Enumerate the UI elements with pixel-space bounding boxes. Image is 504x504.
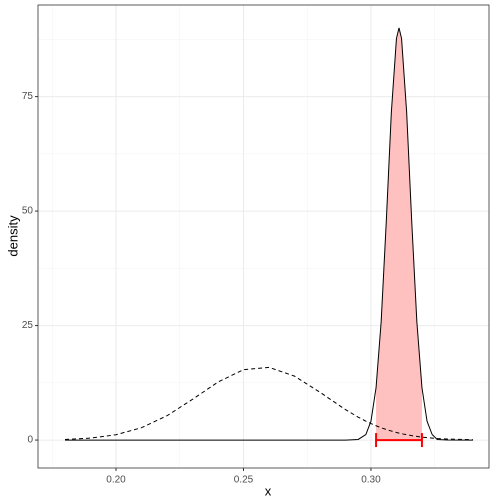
x-tick-label: 0.30 — [361, 475, 381, 486]
x-tick-label: 0.25 — [234, 475, 254, 486]
shaded-area — [376, 27, 422, 441]
panel-border — [37, 4, 490, 469]
density-line — [64, 366, 473, 441]
y-tick-label: 25 — [22, 320, 34, 331]
density-line — [65, 27, 473, 441]
y-tick-label: 75 — [22, 91, 34, 102]
x-axis-title: x — [265, 483, 272, 498]
y-tick-label: 50 — [22, 206, 34, 217]
y-tick-label: 0 — [27, 435, 33, 446]
y-axis-title: density — [5, 215, 20, 257]
x-tick-label: 0.20 — [106, 475, 126, 486]
